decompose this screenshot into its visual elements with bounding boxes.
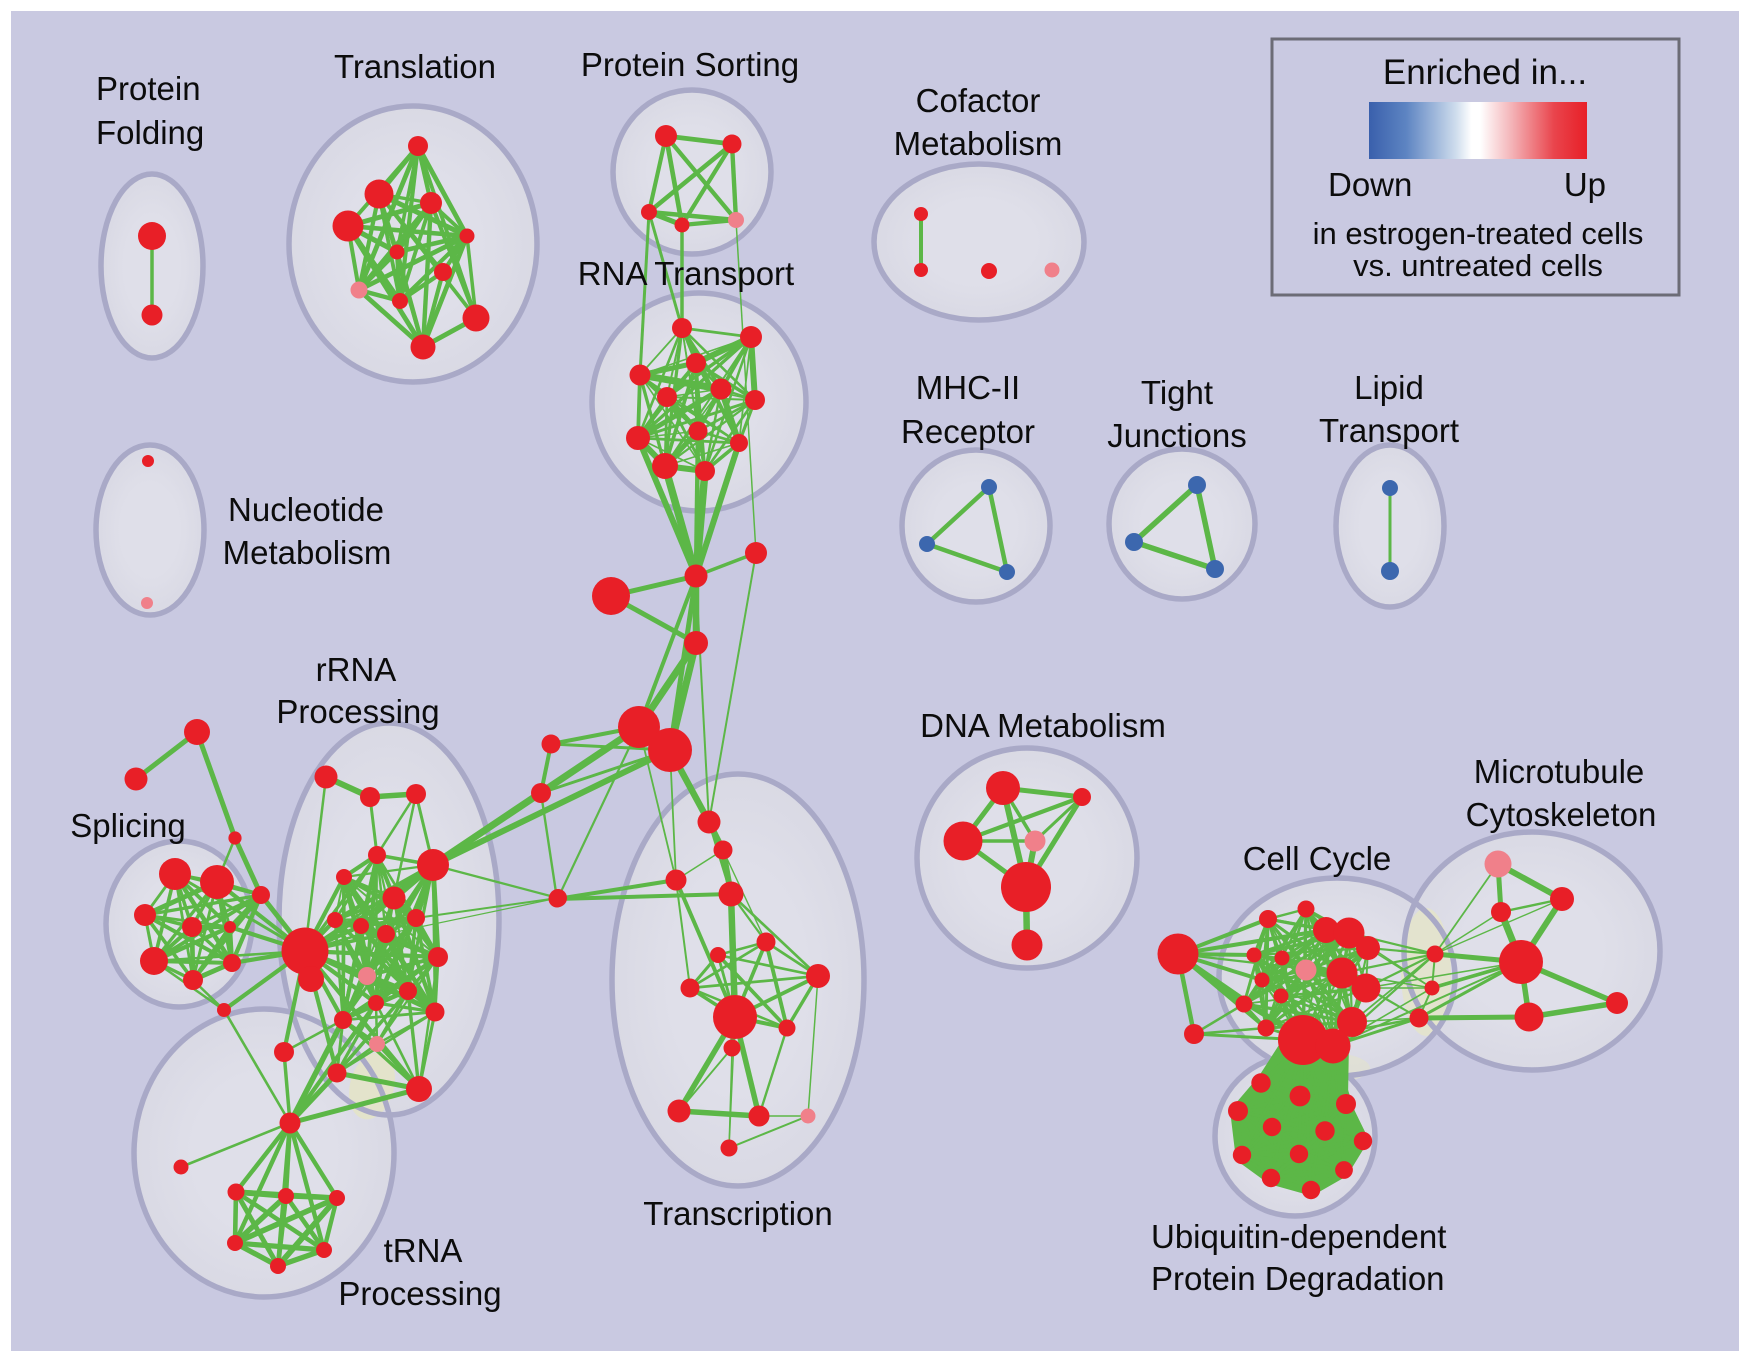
svg-text:MHC-II: MHC-II [916,369,1020,406]
svg-text:rRNA: rRNA [316,651,397,688]
svg-text:in estrogen-treated cells: in estrogen-treated cells [1313,216,1644,251]
svg-text:Down: Down [1328,166,1412,203]
svg-text:Protein Degradation: Protein Degradation [1151,1260,1445,1297]
svg-text:Splicing: Splicing [70,807,186,844]
svg-text:Lipid: Lipid [1354,369,1424,406]
svg-text:tRNA: tRNA [384,1232,463,1269]
svg-text:Cell Cycle: Cell Cycle [1243,840,1392,877]
svg-text:Translation: Translation [334,48,496,85]
svg-text:Microtubule: Microtubule [1474,753,1645,790]
svg-text:Nucleotide: Nucleotide [228,491,384,528]
svg-text:Transport: Transport [1319,412,1459,449]
svg-text:Ubiquitin-dependent: Ubiquitin-dependent [1151,1218,1446,1255]
svg-text:Protein: Protein [96,70,201,107]
svg-text:Enriched in...: Enriched in... [1383,53,1587,92]
svg-text:Junctions: Junctions [1107,417,1246,454]
svg-text:Folding: Folding [96,114,204,151]
svg-text:Cofactor: Cofactor [916,82,1041,119]
svg-text:Metabolism: Metabolism [894,125,1063,162]
svg-text:DNA Metabolism: DNA Metabolism [920,707,1166,744]
svg-text:Receptor: Receptor [901,413,1035,450]
svg-text:Up: Up [1564,166,1606,203]
svg-text:Transcription: Transcription [643,1195,833,1232]
svg-text:Processing: Processing [338,1275,501,1312]
svg-text:Cytoskeleton: Cytoskeleton [1466,796,1657,833]
svg-text:RNA Transport: RNA Transport [578,255,794,292]
svg-text:Processing: Processing [276,693,439,730]
svg-text:Metabolism: Metabolism [223,534,392,571]
svg-text:vs. untreated cells: vs. untreated cells [1353,248,1603,283]
svg-text:Protein Sorting: Protein Sorting [581,46,799,83]
svg-text:Tight: Tight [1141,374,1213,411]
